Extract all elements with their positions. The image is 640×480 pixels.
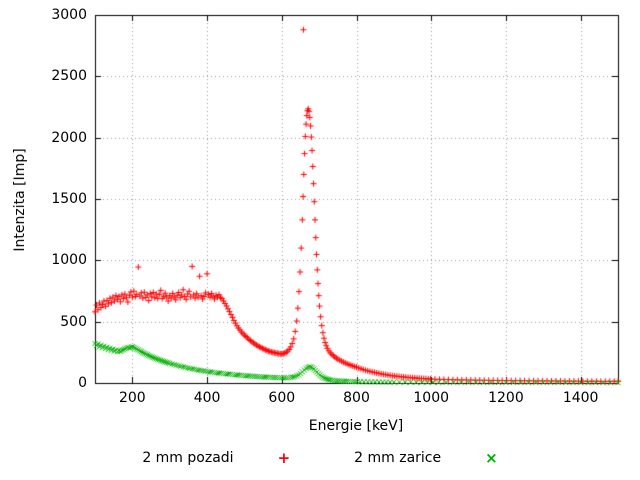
x-tick-label: 800	[343, 390, 370, 406]
x-tick-label: 600	[268, 390, 296, 406]
legend-marker-icon: +	[277, 449, 291, 467]
y-tick-label: 3000	[51, 7, 87, 23]
legend-item: 2 mm zarice ×	[354, 450, 498, 466]
legend: 2 mm pozadi +2 mm zarice ×	[0, 450, 640, 466]
y-tick-label: 2000	[51, 129, 87, 146]
legend-item: 2 mm pozadi +	[142, 450, 290, 466]
legend-marker-icon: ×	[485, 449, 498, 467]
y-axis-label: Intenzita [Imp]	[12, 148, 28, 252]
x-tick-label: 1200	[488, 390, 524, 406]
y-tick-label: 500	[60, 313, 87, 330]
x-tick-label: 1400	[562, 390, 599, 406]
legend-label: 2 mm pozadi	[142, 450, 234, 466]
x-tick-label: 1000	[413, 390, 450, 406]
y-tick-label: 2500	[51, 68, 87, 85]
y-tick-label: 0	[78, 375, 87, 391]
x-axis-label: Energie [keV]	[308, 418, 404, 434]
legend-label: 2 mm zarice	[354, 450, 442, 466]
y-tick-label: 1500	[51, 191, 87, 207]
y-tick-label: 1000	[51, 252, 87, 269]
x-tick-label: 400	[193, 390, 221, 406]
x-tick-label: 200	[118, 390, 146, 406]
